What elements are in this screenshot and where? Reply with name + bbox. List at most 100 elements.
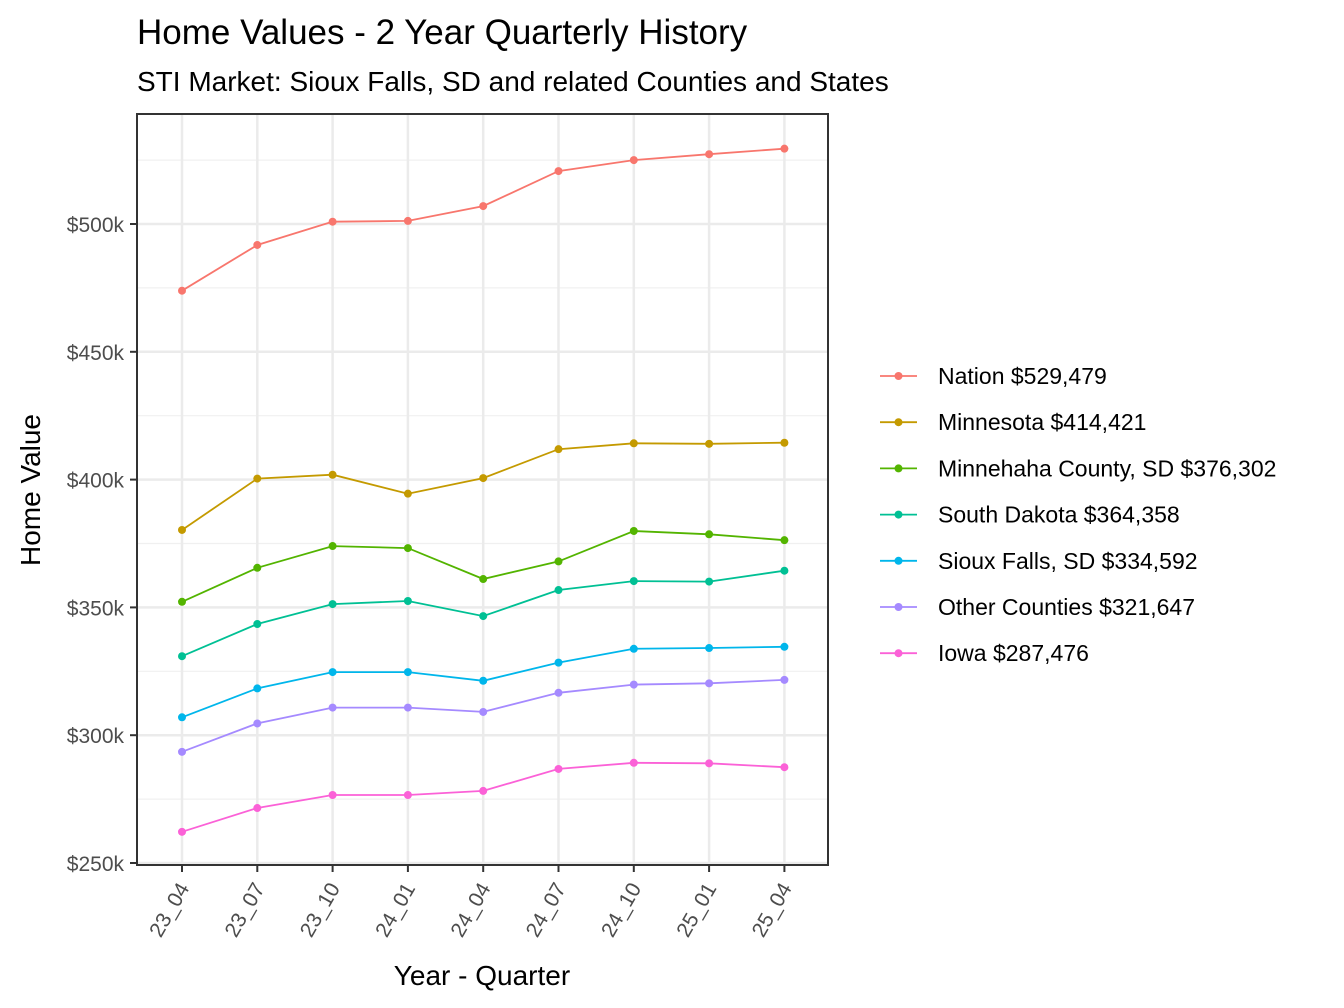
data-point: [403, 489, 412, 498]
y-tick-label: $350k: [67, 597, 125, 620]
data-point: [554, 688, 563, 697]
data-point: [253, 719, 262, 728]
legend-key-point: [894, 418, 903, 427]
data-point: [705, 530, 714, 539]
data-point: [178, 747, 186, 756]
x-tick-label: 24_07: [522, 879, 571, 941]
legend-item: Minnehaha County, SD $376,302: [880, 455, 1276, 481]
legend-item: Nation $529,479: [880, 363, 1107, 389]
data-point: [780, 566, 789, 575]
series-1: [178, 438, 789, 534]
legend-key-point: [894, 510, 903, 519]
data-point: [253, 684, 262, 693]
data-point: [253, 474, 262, 483]
series-6: [178, 758, 789, 836]
data-point: [253, 563, 262, 572]
data-point: [328, 542, 337, 551]
data-point: [705, 679, 714, 688]
data-point: [629, 526, 638, 535]
y-tick-label: $300k: [67, 725, 125, 748]
legend-label: Minnehaha County, SD $376,302: [938, 455, 1276, 481]
x-tick-label: 23_04: [145, 879, 194, 941]
data-point: [479, 202, 488, 211]
series-4: [178, 642, 789, 722]
data-point: [780, 642, 789, 651]
data-point: [554, 167, 563, 176]
data-point: [403, 791, 412, 800]
legend-key-point: [894, 556, 903, 565]
legend: Nation $529,479 Minnesota $414,421 Minneha…: [880, 363, 1276, 666]
legend-label: Other Counties $321,647: [938, 594, 1195, 620]
data-point: [403, 668, 412, 677]
data-point: [253, 240, 262, 249]
data-point: [629, 439, 638, 448]
x-tick-label: 23_10: [296, 879, 345, 941]
data-point: [629, 644, 638, 653]
data-point: [629, 156, 638, 165]
data-point: [705, 759, 714, 768]
x-tick-label: 24_04: [446, 879, 495, 941]
data-point: [253, 804, 262, 813]
legend-label: Iowa $287,476: [938, 640, 1089, 666]
data-point: [554, 557, 563, 566]
data-point: [328, 600, 337, 609]
data-point: [780, 675, 789, 684]
x-axis: 23_04 23_07 23_10 24_01 24_04 24_07 24_10 25_01…: [145, 865, 797, 941]
chart-title: Home Values - 2 Year Quarterly History: [137, 13, 748, 52]
data-point: [328, 703, 337, 712]
series-2: [178, 526, 789, 606]
data-point: [780, 438, 789, 447]
data-point: [554, 658, 563, 667]
legend-key-point: [894, 464, 903, 473]
data-point: [328, 668, 337, 677]
data-point: [178, 597, 186, 606]
data-point: [705, 577, 714, 586]
legend-item: Sioux Falls, SD $334,592: [880, 548, 1198, 574]
x-tick-label: 23_07: [221, 879, 270, 941]
data-point: [178, 827, 186, 836]
data-point: [705, 644, 714, 653]
chart-subtitle: STI Market: Sioux Falls, SD and related …: [137, 66, 889, 97]
data-point: [554, 586, 563, 595]
legend-item: Iowa $287,476: [880, 640, 1089, 666]
data-point: [403, 544, 412, 553]
series-5: [178, 675, 789, 756]
y-axis-title: Home Value: [15, 414, 46, 566]
x-axis-title: Year - Quarter: [394, 960, 570, 991]
legend-label: Minnesota $414,421: [938, 409, 1146, 435]
data-point: [629, 577, 638, 586]
legend-key-point: [894, 372, 903, 380]
legend-key-point: [894, 649, 903, 658]
y-tick-label: $500k: [67, 214, 125, 237]
series-3: [178, 566, 789, 661]
legend-label: South Dakota $364,358: [938, 502, 1180, 528]
legend-key-point: [894, 603, 903, 611]
y-axis: $250k $300k $350k $400k $450k $500k: [67, 214, 137, 876]
data-point: [253, 620, 262, 629]
data-point: [178, 286, 186, 295]
data-point: [328, 217, 337, 226]
y-tick-label: $400k: [67, 470, 125, 493]
data-point: [629, 758, 638, 767]
x-tick-label: 25_01: [672, 879, 721, 941]
data-point: [479, 786, 488, 795]
x-tick-label: 24_01: [371, 879, 420, 941]
data-point: [705, 150, 714, 159]
data-point: [780, 763, 789, 772]
data-point: [554, 445, 563, 454]
data-point: [178, 713, 186, 722]
legend-label: Nation $529,479: [938, 363, 1107, 389]
data-point: [403, 597, 412, 606]
data-point: [479, 707, 488, 716]
data-point: [178, 525, 186, 534]
data-point: [403, 703, 412, 712]
legend-item: Minnesota $414,421: [880, 409, 1146, 435]
y-tick-label: $450k: [67, 342, 125, 365]
series-layer: [178, 144, 789, 836]
data-point: [328, 791, 337, 800]
legend-label: Sioux Falls, SD $334,592: [938, 548, 1198, 574]
legend-item: South Dakota $364,358: [880, 502, 1180, 528]
data-point: [479, 676, 488, 685]
data-point: [403, 216, 412, 225]
x-tick-label: 25_04: [748, 879, 797, 941]
